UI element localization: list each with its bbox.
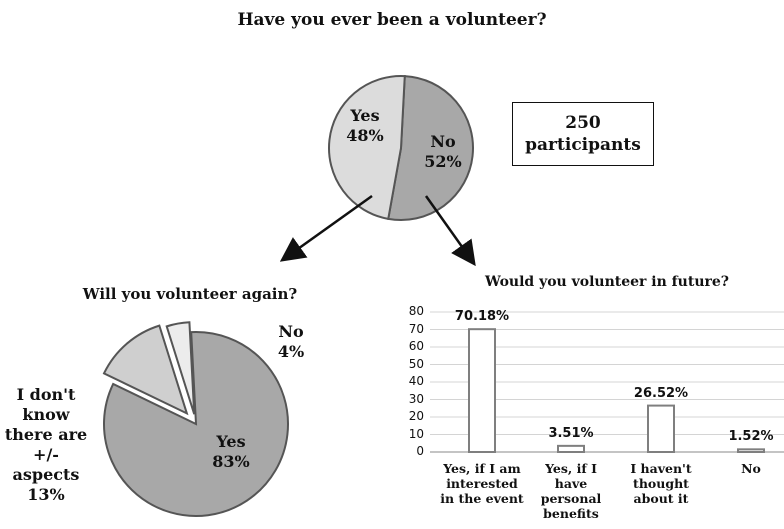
label-yes: Yes 48%	[340, 106, 390, 146]
label-again-yes-value: 83%	[212, 452, 250, 471]
y-tick-label: 20	[408, 409, 424, 423]
y-tick-label: 70	[408, 321, 424, 336]
label-again-no-value: 4%	[277, 342, 305, 361]
y-tick-label: 10	[408, 426, 424, 441]
y-tick-label: 0	[416, 444, 424, 458]
label-no: No 52%	[418, 132, 468, 172]
label-yes-value: 48%	[346, 126, 384, 145]
arrow-to-future	[424, 195, 476, 267]
bar-data-label: 26.52%	[633, 385, 689, 401]
pie-slice-no	[387, 75, 474, 221]
participants-box: 250 participants	[512, 102, 654, 166]
pie-slice-no	[165, 321, 196, 415]
label-yes-text: Yes	[350, 106, 380, 125]
chart-title-future: Would you volunteer in future?	[485, 274, 729, 290]
label-no-value: 52%	[424, 152, 462, 171]
category-label-line: interested	[446, 476, 518, 491]
bar-data-label: 3.51%	[548, 425, 594, 441]
label-again-yes-text: Yes	[216, 432, 246, 451]
category-label-line: thought	[633, 476, 689, 491]
category-label-line: Yes, if I	[545, 461, 597, 476]
bar-chart-future	[430, 311, 784, 454]
bar-data-label: 70.18%	[454, 309, 510, 325]
label-dk-line: I don't	[16, 385, 76, 404]
label-again-no: No 4%	[266, 322, 316, 362]
label-dk-line: there are	[4, 425, 88, 444]
pie-slice-yes	[103, 331, 289, 517]
bar	[557, 444, 585, 454]
label-dk-line: aspects	[12, 465, 80, 484]
category-label: Yes, if I am interested in the event	[437, 461, 527, 506]
label-dk-line: +/-	[33, 445, 59, 464]
chart-title-again: Will you volunteer again?	[82, 285, 298, 303]
category-label: I haven't thought about it	[616, 461, 706, 506]
category-label-line: personal	[540, 491, 602, 506]
y-tick-label: 80	[408, 304, 424, 318]
category-label-line: I haven't	[630, 461, 692, 476]
bar	[468, 328, 496, 453]
category-label-line: about it	[633, 491, 689, 506]
bar-data-label: 1.52%	[728, 429, 774, 445]
category-label-line: have	[554, 476, 588, 491]
pie-volunteer	[328, 75, 474, 221]
label-dk-line: know	[22, 405, 70, 424]
y-tick-label: 40	[408, 374, 424, 388]
category-label-line: Yes, if I am	[443, 461, 521, 476]
pie-slice-yes	[328, 75, 406, 221]
label-dk-value: 13%	[27, 485, 65, 504]
chart-title-volunteer: Have you ever been a volunteer?	[237, 10, 547, 30]
bar	[737, 448, 765, 453]
bar	[647, 404, 675, 453]
pie-slice-dont-know	[102, 324, 189, 416]
pie-again	[102, 321, 289, 517]
label-again-dont-know: I don't know there are +/- aspects 13%	[0, 385, 92, 505]
label-again-yes: Yes 83%	[206, 432, 256, 472]
y-tick-label: 50	[408, 356, 424, 371]
category-label: No	[706, 461, 784, 476]
label-again-no-text: No	[278, 322, 304, 341]
y-tick-label: 30	[408, 391, 424, 406]
category-label-line: No	[741, 461, 761, 476]
arrow-to-again	[279, 194, 373, 262]
y-tick-label: 60	[408, 339, 424, 353]
category-label-line: in the event	[440, 491, 524, 506]
participants-label: participants	[525, 135, 641, 155]
label-no-text: No	[430, 132, 456, 151]
category-label-line: benefits	[543, 506, 599, 521]
participants-count: 250	[565, 113, 601, 133]
